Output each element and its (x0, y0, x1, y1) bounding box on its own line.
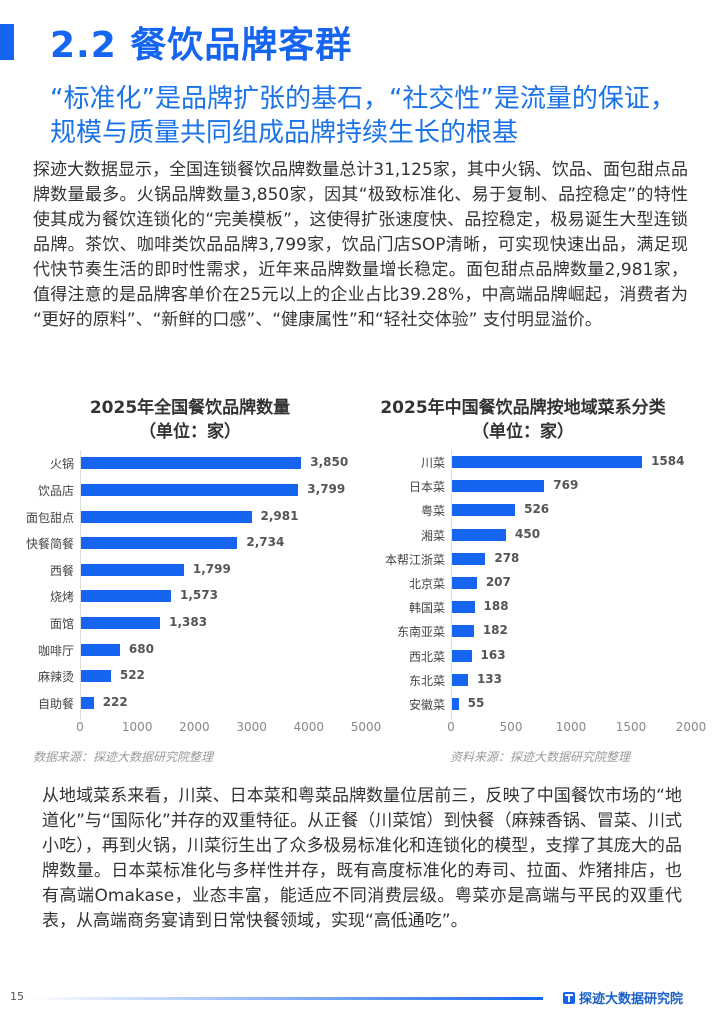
bar (81, 590, 171, 603)
chart-brand-count: 2025年全国餐饮品牌数量 （单位：家） 火锅 3,850 饮品店 3,799 面包甜点… (0, 390, 381, 770)
bar (81, 537, 238, 550)
category-label: 本帮江浙菜 (384, 552, 445, 567)
value-label: 1,799 (192, 561, 231, 576)
x-tick-label: 2000 (675, 720, 707, 734)
category-label: 东北菜 (408, 673, 445, 688)
category-label: 西餐 (49, 563, 74, 578)
bar (81, 563, 184, 576)
value-label: 1,573 (179, 588, 218, 603)
y-axis-line (80, 450, 81, 720)
value-label: 182 (482, 623, 508, 638)
category-label: 日本菜 (408, 480, 445, 495)
category-label: 麻辣烫 (37, 670, 74, 685)
x-tick-label: 5000 (350, 720, 382, 734)
section-accent-bar (0, 24, 14, 60)
footer-divider (28, 997, 543, 1000)
value-label: 188 (483, 599, 509, 614)
bar (452, 552, 486, 565)
bar (81, 510, 252, 523)
intro-paragraph: 探迹大数据显示，全国连锁餐饮品牌数量总计31,125家，其中火锅、饮品、面包甜点… (33, 160, 688, 330)
value-label: 1584 (651, 454, 685, 469)
bar (81, 616, 161, 629)
category-label: 饮品店 (37, 483, 74, 498)
footer-brand-text: 探迹大数据研究院 (579, 992, 684, 1007)
bar (81, 696, 94, 709)
category-label: 面包甜点 (25, 510, 74, 525)
bar (452, 456, 643, 469)
category-label: 面馆 (49, 616, 74, 631)
value-label: 2,734 (246, 535, 285, 550)
bar (452, 697, 459, 710)
value-label: 450 (515, 526, 541, 541)
x-tick-label: 2000 (179, 720, 210, 734)
x-tick-label: 1000 (121, 720, 153, 734)
bar (81, 670, 111, 683)
bar (81, 483, 299, 496)
chart-title-text: 2025年全国餐饮品牌数量 (89, 398, 291, 418)
chart-title: 2025年中国餐饮品牌按地域菜系分类 （单位：家） (358, 396, 688, 444)
category-label: 韩国菜 (408, 601, 445, 616)
category-label: 湘菜 (420, 528, 445, 543)
value-label: 2,981 (260, 508, 299, 523)
cuisine-analysis-paragraph: 从地域菜系来看，川菜、日本菜和粤菜品牌数量位居前三，反映了中国餐饮市场的“地道化… (42, 786, 682, 931)
value-label: 522 (119, 668, 145, 683)
value-label: 222 (102, 694, 128, 709)
bar (452, 649, 472, 662)
value-label: 526 (524, 502, 550, 517)
bar (452, 528, 506, 541)
x-tick-label: 0 (447, 720, 455, 734)
category-label: 东南亚菜 (396, 625, 445, 640)
value-label: 55 (467, 695, 485, 710)
bar (452, 601, 475, 614)
category-label: 川菜 (420, 456, 445, 471)
x-tick-label: 1000 (555, 720, 587, 734)
brand-logo-icon (563, 991, 575, 1004)
bar (452, 577, 477, 589)
category-label: 北京菜 (408, 577, 445, 591)
section-subtitle: “标准化”是品牌扩张的基石，“社交性”是流量的保证，规模与质量共同组成品牌持续生… (50, 84, 676, 148)
value-label: 769 (553, 478, 579, 493)
category-label: 西北菜 (408, 649, 445, 664)
x-tick-label: 0 (76, 720, 84, 734)
category-label: 快餐简餐 (25, 537, 74, 552)
category-label: 粤菜 (420, 504, 445, 519)
chart-unit-text: （单位：家） (139, 422, 241, 442)
category-label: 安徽菜 (408, 697, 445, 712)
value-label: 207 (485, 575, 511, 589)
x-tick-label: 1500 (615, 720, 647, 734)
value-label: 680 (128, 641, 154, 656)
section-title: 2.2 餐饮品牌客群 (50, 25, 353, 66)
x-tick-label: 3000 (236, 720, 267, 734)
footer-brand: 探迹大数据研究院 (563, 988, 683, 1007)
chart-title: 2025年全国餐饮品牌数量 （单位：家） (40, 396, 340, 444)
value-label: 133 (476, 671, 503, 686)
chart-source: 数据来源：探迹大数据研究院整理 (33, 750, 214, 764)
bar (452, 480, 545, 493)
value-label: 163 (480, 647, 506, 662)
value-label: 1,383 (169, 614, 208, 629)
bar (452, 504, 516, 517)
chart-cuisine-count: 2025年中国餐饮品牌按地域菜系分类 （单位：家） 川菜 1584 日本菜 769 粤菜… (358, 390, 717, 770)
bar (452, 625, 474, 638)
chart-title-text: 2025年中国餐饮品牌按地域菜系分类 (380, 398, 666, 418)
bar (452, 673, 468, 686)
category-label: 火锅 (49, 457, 74, 472)
x-tick-label: 4000 (293, 720, 325, 734)
x-tick-label: 500 (499, 720, 523, 734)
value-label: 278 (494, 550, 520, 565)
chart-source: 资料来源：探迹大数据研究院整理 (450, 750, 631, 764)
bar (81, 643, 120, 656)
value-label: 3,799 (307, 481, 346, 496)
value-label: 3,850 (310, 455, 349, 470)
category-label: 烧烤 (49, 590, 74, 605)
bar (81, 457, 302, 470)
category-label: 咖啡厅 (37, 643, 74, 658)
y-axis-line (451, 450, 452, 720)
chart-unit-text: （单位：家） (472, 422, 574, 442)
category-label: 自助餐 (37, 696, 74, 711)
page-number: 15 (10, 990, 24, 1003)
